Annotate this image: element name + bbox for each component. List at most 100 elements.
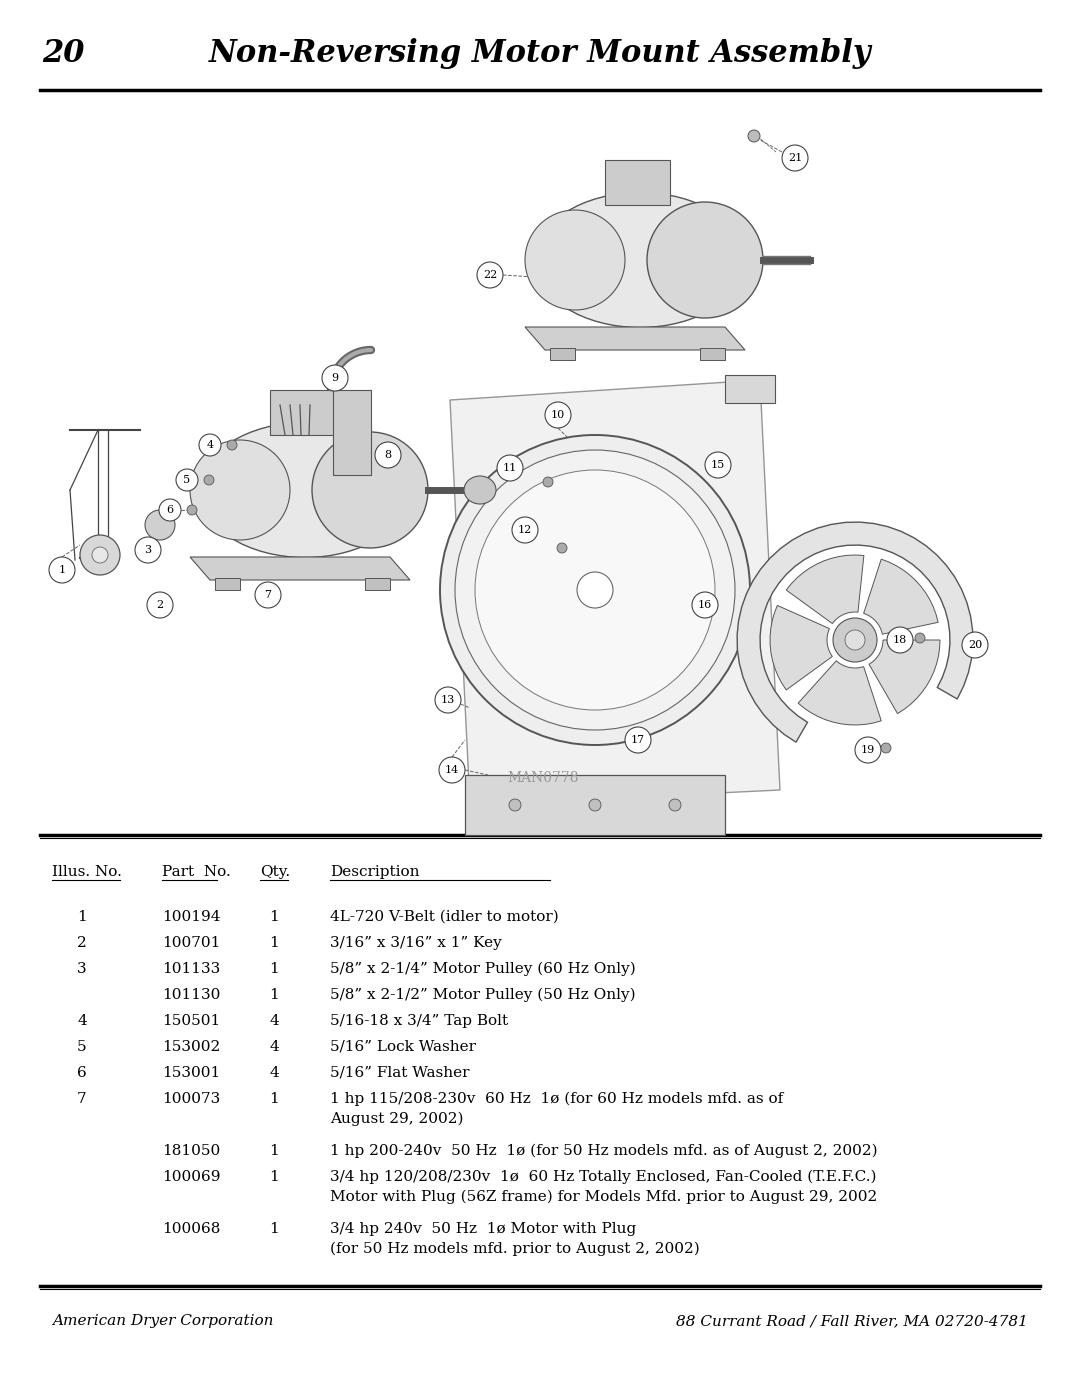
Text: 5/8” x 2-1/2” Motor Pulley (50 Hz Only): 5/8” x 2-1/2” Motor Pulley (50 Hz Only)	[330, 988, 636, 1003]
Polygon shape	[798, 661, 881, 725]
Text: 1: 1	[269, 909, 279, 923]
Circle shape	[669, 799, 681, 812]
Text: 1: 1	[77, 909, 86, 923]
Text: 100073: 100073	[162, 1092, 220, 1106]
Text: 153001: 153001	[162, 1066, 220, 1080]
Ellipse shape	[535, 193, 745, 327]
Circle shape	[497, 455, 523, 481]
Circle shape	[255, 583, 281, 608]
Circle shape	[625, 726, 651, 753]
Text: 1 hp 115/208-230v  60 Hz  1ø (for 60 Hz models mfd. as of
August 29, 2002): 1 hp 115/208-230v 60 Hz 1ø (for 60 Hz mo…	[330, 1092, 783, 1126]
Circle shape	[589, 799, 600, 812]
Text: Part  No.: Part No.	[162, 865, 231, 879]
Circle shape	[204, 475, 214, 485]
Text: 17: 17	[631, 735, 645, 745]
Text: 3/4 hp 120/208/230v  1ø  60 Hz Totally Enclosed, Fan-Cooled (T.E.F.C.)
Motor wit: 3/4 hp 120/208/230v 1ø 60 Hz Totally Enc…	[330, 1171, 877, 1204]
Circle shape	[543, 476, 553, 488]
Ellipse shape	[200, 422, 410, 557]
Circle shape	[833, 617, 877, 662]
Text: 100068: 100068	[162, 1222, 220, 1236]
Text: 1 hp 200-240v  50 Hz  1ø (for 50 Hz models mfd. as of August 2, 2002): 1 hp 200-240v 50 Hz 1ø (for 50 Hz models…	[330, 1144, 878, 1158]
Text: 5: 5	[77, 1039, 86, 1053]
Text: 6: 6	[166, 504, 174, 515]
Ellipse shape	[464, 476, 496, 504]
Text: 5/8” x 2-1/4” Motor Pulley (60 Hz Only): 5/8” x 2-1/4” Motor Pulley (60 Hz Only)	[330, 963, 636, 977]
Circle shape	[545, 402, 571, 427]
Circle shape	[525, 210, 625, 310]
Text: Qty.: Qty.	[260, 865, 291, 879]
Circle shape	[322, 365, 348, 391]
Text: 88 Currant Road / Fall River, MA 02720-4781: 88 Currant Road / Fall River, MA 02720-4…	[676, 1315, 1028, 1329]
Polygon shape	[786, 555, 864, 623]
Bar	[270, 390, 335, 434]
Text: 1: 1	[269, 1222, 279, 1236]
Circle shape	[135, 536, 161, 563]
Text: 4: 4	[206, 440, 214, 450]
Text: 2: 2	[157, 599, 163, 610]
Circle shape	[312, 432, 428, 548]
Text: 1: 1	[269, 963, 279, 977]
Polygon shape	[525, 327, 745, 351]
Circle shape	[435, 687, 461, 712]
Text: 7: 7	[265, 590, 271, 599]
Circle shape	[887, 627, 913, 652]
Text: 1: 1	[269, 1092, 279, 1106]
Bar	[215, 578, 240, 590]
Circle shape	[159, 499, 181, 521]
Circle shape	[199, 434, 221, 455]
Circle shape	[512, 517, 538, 543]
Text: 19: 19	[861, 745, 875, 754]
Text: 153002: 153002	[162, 1039, 220, 1053]
Text: 181050: 181050	[162, 1144, 220, 1158]
Circle shape	[80, 535, 120, 576]
Text: 5/16” Lock Washer: 5/16” Lock Washer	[330, 1039, 476, 1053]
Circle shape	[915, 633, 924, 643]
Text: Non-Reversing Motor Mount Assembly: Non-Reversing Motor Mount Assembly	[208, 38, 872, 68]
Text: 4L-720 V-Belt (idler to motor): 4L-720 V-Belt (idler to motor)	[330, 909, 558, 923]
Bar	[725, 374, 775, 402]
Text: 10: 10	[551, 409, 565, 420]
Polygon shape	[737, 522, 973, 742]
Text: 2: 2	[77, 936, 86, 950]
Text: 21: 21	[788, 154, 802, 163]
Text: 101130: 101130	[162, 988, 220, 1002]
Text: 3: 3	[77, 963, 86, 977]
Text: 6: 6	[77, 1066, 86, 1080]
Bar	[550, 348, 575, 360]
Circle shape	[475, 469, 715, 710]
Polygon shape	[770, 605, 833, 690]
Text: 16: 16	[698, 599, 712, 610]
Text: 9: 9	[332, 373, 338, 383]
Circle shape	[49, 557, 75, 583]
Text: 1: 1	[269, 1144, 279, 1158]
Text: 14: 14	[445, 766, 459, 775]
Text: 4: 4	[269, 1014, 279, 1028]
Circle shape	[147, 592, 173, 617]
Text: 100194: 100194	[162, 909, 220, 923]
Bar	[465, 775, 725, 835]
Text: 100701: 100701	[162, 936, 220, 950]
Text: 18: 18	[893, 636, 907, 645]
Text: 8: 8	[384, 450, 392, 460]
Text: MAN0778: MAN0778	[508, 771, 579, 785]
Text: 13: 13	[441, 694, 455, 705]
Polygon shape	[869, 640, 940, 714]
Circle shape	[748, 130, 760, 142]
Bar	[700, 348, 725, 360]
Polygon shape	[190, 557, 410, 580]
Text: 5/16-18 x 3/4” Tap Bolt: 5/16-18 x 3/4” Tap Bolt	[330, 1014, 508, 1028]
Text: American Dryer Corporation: American Dryer Corporation	[52, 1315, 273, 1329]
Text: 3/16” x 3/16” x 1” Key: 3/16” x 3/16” x 1” Key	[330, 936, 502, 950]
Circle shape	[176, 469, 198, 490]
Circle shape	[190, 440, 291, 541]
Text: 12: 12	[518, 525, 532, 535]
Circle shape	[187, 504, 197, 515]
Circle shape	[440, 434, 750, 745]
Circle shape	[557, 543, 567, 553]
Circle shape	[705, 453, 731, 478]
Text: 3/4 hp 240v  50 Hz  1ø Motor with Plug
(for 50 Hz models mfd. prior to August 2,: 3/4 hp 240v 50 Hz 1ø Motor with Plug (fo…	[330, 1222, 700, 1256]
Circle shape	[647, 203, 762, 319]
Circle shape	[145, 510, 175, 541]
Text: 1: 1	[269, 936, 279, 950]
Text: 15: 15	[711, 460, 725, 469]
